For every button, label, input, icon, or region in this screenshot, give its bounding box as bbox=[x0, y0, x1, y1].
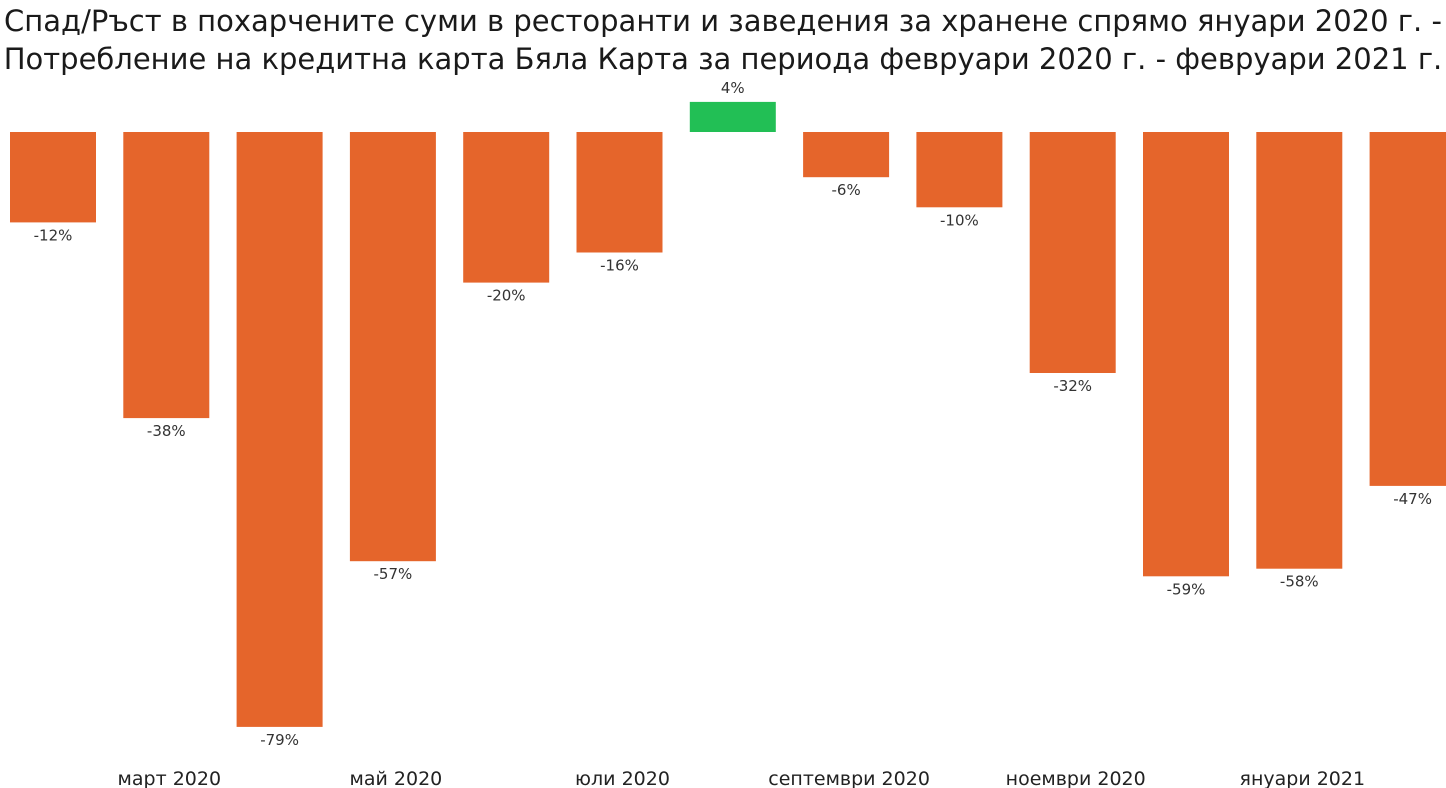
chart-title-line-2: Потребление на кредитна карта Бяла Карта… bbox=[3, 42, 1443, 76]
bar-11 bbox=[1256, 132, 1343, 569]
data-label-0: -12% bbox=[34, 226, 73, 244]
data-label-3: -57% bbox=[374, 565, 413, 583]
bar-6 bbox=[689, 101, 776, 132]
bar-1 bbox=[123, 132, 210, 419]
data-label-6: 4% bbox=[721, 79, 745, 97]
data-label-2: -79% bbox=[260, 731, 299, 749]
x-tick-label-5: юли 2020 bbox=[575, 768, 670, 788]
data-label-4: -20% bbox=[487, 287, 526, 305]
data-label-1: -38% bbox=[147, 422, 186, 440]
x-tick-label-11: януари 2021 bbox=[1240, 768, 1366, 788]
bar-9 bbox=[1029, 132, 1116, 373]
x-tick-label-1: март 2020 bbox=[118, 768, 222, 788]
x-tick-label-9: ноември 2020 bbox=[1006, 768, 1146, 788]
data-label-9: -32% bbox=[1053, 377, 1092, 395]
bar-5 bbox=[576, 132, 663, 253]
data-label-7: -6% bbox=[831, 181, 860, 199]
bars-group bbox=[10, 101, 1446, 727]
data-label-5: -16% bbox=[600, 257, 639, 275]
bar-12 bbox=[1369, 132, 1446, 486]
data-label-10: -59% bbox=[1167, 580, 1206, 598]
bar-10 bbox=[1143, 132, 1229, 577]
data-label-8: -10% bbox=[940, 211, 979, 229]
data-label-11: -58% bbox=[1280, 573, 1319, 591]
x-tick-label-3: май 2020 bbox=[350, 768, 443, 788]
bar-8 bbox=[916, 132, 1003, 208]
bar-4 bbox=[463, 132, 550, 283]
data-label-12: -47% bbox=[1393, 490, 1432, 508]
bar-7 bbox=[803, 132, 890, 178]
bar-3 bbox=[349, 132, 436, 562]
x-axis-tick-labels: март 2020 май 2020 юли 2020 септември 2020 н… bbox=[118, 768, 1366, 788]
bar-0 bbox=[10, 132, 96, 223]
bar-2 bbox=[236, 132, 323, 727]
data-labels-group: -12% -38% -79% -57% -20% -16% 4% -6% -10% -32% -59… bbox=[34, 79, 1432, 749]
x-tick-label-7: септември 2020 bbox=[768, 768, 930, 788]
chart-title-line-1: Спад/Ръст в похарчените суми в ресторант… bbox=[4, 4, 1442, 38]
